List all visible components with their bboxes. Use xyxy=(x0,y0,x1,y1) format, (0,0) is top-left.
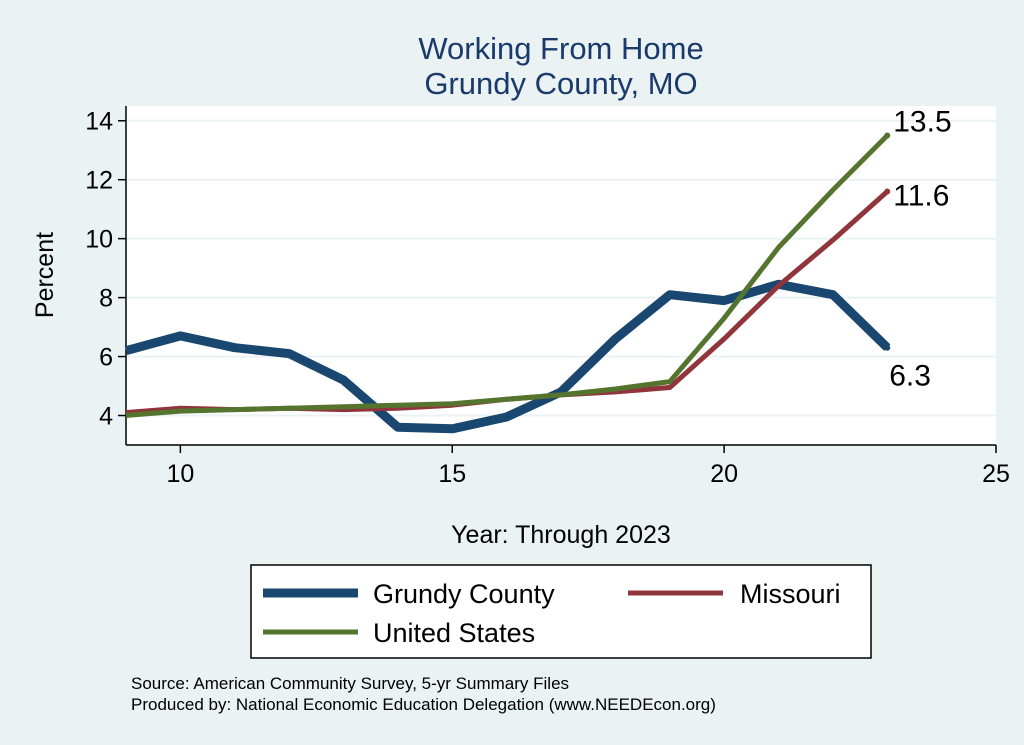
chart-title-line-1: Working From Home xyxy=(418,31,703,66)
series-lines xyxy=(124,132,891,434)
y-tick-label: 4 xyxy=(99,403,113,431)
y-axis-label: Percent xyxy=(31,232,59,318)
series-end-point xyxy=(884,344,891,351)
y-tick-label: 6 xyxy=(99,344,113,372)
end-label-missouri: 11.6 xyxy=(893,179,949,212)
x-tick-label: 25 xyxy=(982,460,1010,488)
grid-lines xyxy=(126,119,996,417)
legend: Grundy County Missouri United States xyxy=(250,564,872,659)
legend-label-us: United States xyxy=(373,618,535,648)
y-tick-label: 8 xyxy=(99,285,113,313)
legend-label-missouri: Missouri xyxy=(740,579,841,609)
series-line-grundy-county xyxy=(124,279,891,434)
end-labels: 6.3 11.6 13.5 xyxy=(889,105,951,392)
x-tick-label: 15 xyxy=(438,460,466,488)
x-axis-label: Year: Through 2023 xyxy=(451,521,671,549)
series-line-united-states xyxy=(125,133,890,418)
x-tick-label: 20 xyxy=(710,460,738,488)
end-label-united-states: 13.5 xyxy=(893,105,951,138)
produced-note: Produced by: National Economic Education… xyxy=(131,695,716,714)
end-label-grundy-county: 6.3 xyxy=(889,360,931,393)
series-end-point xyxy=(884,132,891,139)
source-note: Source: American Community Survey, 5-yr … xyxy=(131,674,569,693)
x-tick-label: 10 xyxy=(166,460,194,488)
y-tick-label: 12 xyxy=(85,167,113,195)
chart-title-line-2: Grundy County, MO xyxy=(424,66,697,101)
series-end-point xyxy=(884,188,891,195)
y-tick-label: 10 xyxy=(85,226,113,254)
y-tick-label: 14 xyxy=(85,108,113,136)
axes: 4 6 8 10 12 14 10 15 20 25 xyxy=(85,106,1010,488)
legend-label-grundy: Grundy County xyxy=(373,579,555,609)
legend-box xyxy=(250,564,872,659)
